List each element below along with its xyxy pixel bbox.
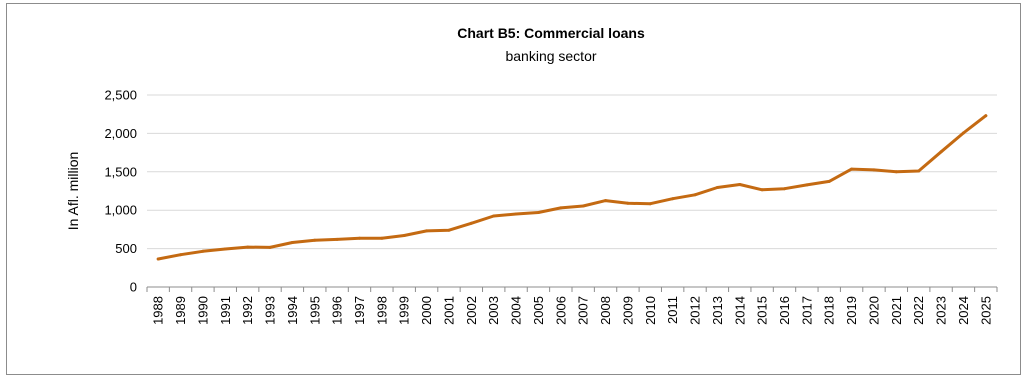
data-point bbox=[223, 247, 227, 251]
data-point bbox=[939, 150, 943, 154]
data-point bbox=[671, 197, 675, 201]
data-point bbox=[469, 221, 473, 225]
x-tick-label: 2000 bbox=[419, 296, 434, 325]
x-tick-label: 1993 bbox=[263, 296, 278, 325]
data-point bbox=[268, 245, 272, 249]
x-tick-label: 1996 bbox=[330, 296, 345, 325]
gridlines bbox=[147, 94, 997, 250]
x-tick-label: 2022 bbox=[911, 296, 926, 325]
data-point bbox=[380, 236, 384, 240]
x-tick-label: 2013 bbox=[710, 296, 725, 325]
x-tick-label: 2014 bbox=[732, 296, 747, 325]
data-point bbox=[581, 204, 585, 208]
x-tick-label: 2017 bbox=[799, 296, 814, 325]
data-point bbox=[648, 202, 652, 206]
data-point bbox=[760, 188, 764, 192]
data-point bbox=[805, 183, 809, 187]
data-point bbox=[514, 212, 518, 216]
data-point bbox=[313, 238, 317, 242]
data-point bbox=[290, 241, 294, 244]
data-point bbox=[402, 234, 406, 237]
data-point bbox=[738, 183, 742, 186]
data-point bbox=[536, 211, 540, 214]
x-tick-label: 2001 bbox=[441, 296, 456, 325]
x-tick-label: 1988 bbox=[151, 296, 166, 325]
x-tick-label: 1992 bbox=[240, 296, 255, 325]
x-tick-label: 2018 bbox=[822, 296, 837, 325]
data-point bbox=[961, 131, 965, 135]
data-point bbox=[425, 229, 429, 233]
x-tick-label: 2023 bbox=[934, 296, 949, 325]
series-group bbox=[156, 114, 988, 261]
x-tick-label: 2016 bbox=[777, 296, 792, 325]
x-tick-label: 1995 bbox=[307, 296, 322, 325]
y-axis-label: In Afl. million bbox=[65, 152, 81, 231]
data-point bbox=[447, 228, 451, 232]
data-point bbox=[492, 214, 496, 218]
data-point bbox=[201, 249, 205, 253]
x-tick-label: 2003 bbox=[486, 296, 501, 325]
data-point bbox=[693, 193, 697, 197]
x-tick-label: 2006 bbox=[553, 296, 568, 325]
data-point bbox=[827, 179, 831, 183]
x-tick-label: 2025 bbox=[978, 296, 993, 325]
x-tick-label: 2008 bbox=[598, 296, 613, 325]
x-tick-label: 2009 bbox=[620, 296, 635, 325]
y-axis-ticks: 0 500 1,000 1,500 2,000 2,500 bbox=[104, 88, 137, 295]
x-tick-label: 1989 bbox=[173, 296, 188, 325]
data-point bbox=[179, 253, 183, 257]
data-point bbox=[626, 201, 630, 205]
data-point bbox=[715, 186, 719, 189]
series-line bbox=[156, 114, 988, 261]
data-point bbox=[783, 187, 786, 191]
x-tick-label: 2012 bbox=[688, 296, 703, 325]
x-tick-label: 1990 bbox=[195, 296, 210, 325]
data-point bbox=[850, 167, 854, 171]
chart-title: Chart B5: Commercial loans bbox=[457, 25, 645, 41]
x-tick-label: 2007 bbox=[576, 296, 591, 325]
x-tick-label: 2002 bbox=[464, 296, 479, 325]
x-tick-label: 2015 bbox=[755, 296, 770, 325]
x-tick-label: 2011 bbox=[665, 296, 680, 324]
data-point bbox=[917, 169, 921, 173]
data-point bbox=[335, 237, 339, 241]
y-tick-label: 0 bbox=[130, 280, 137, 295]
x-tick-label: 1999 bbox=[397, 296, 412, 325]
data-point bbox=[894, 170, 898, 174]
x-tick-label: 1998 bbox=[374, 296, 389, 325]
data-point bbox=[559, 206, 563, 210]
x-tick-label: 2021 bbox=[889, 296, 904, 325]
data-point bbox=[358, 236, 361, 240]
x-tick-label: 2024 bbox=[956, 296, 971, 325]
chart-subtitle: banking sector bbox=[505, 48, 596, 64]
x-tick-label: 1991 bbox=[218, 296, 233, 325]
x-tick-label: 1994 bbox=[285, 296, 300, 325]
x-tick-label: 2004 bbox=[509, 296, 524, 325]
x-tick-label: 1997 bbox=[352, 296, 367, 325]
data-point bbox=[156, 257, 160, 261]
y-tick-label: 2,000 bbox=[104, 126, 137, 141]
x-axis-ticks: 1988 1989 1990 1991 1992 1993 1994 1995 1996 1997… bbox=[146, 287, 998, 325]
chart-frame bbox=[6, 3, 1021, 375]
x-tick-label: 2005 bbox=[531, 296, 546, 325]
data-point bbox=[604, 199, 608, 203]
y-tick-label: 1,000 bbox=[104, 203, 137, 218]
x-tick-label: 2019 bbox=[844, 296, 859, 325]
data-point bbox=[984, 114, 988, 118]
data-point bbox=[246, 245, 250, 249]
y-tick-label: 500 bbox=[115, 241, 137, 256]
y-tick-label: 2,500 bbox=[104, 88, 137, 103]
x-tick-label: 2020 bbox=[866, 296, 881, 325]
x-tick-label: 2010 bbox=[643, 296, 658, 325]
y-tick-label: 1,500 bbox=[104, 164, 137, 179]
data-point bbox=[872, 168, 876, 172]
